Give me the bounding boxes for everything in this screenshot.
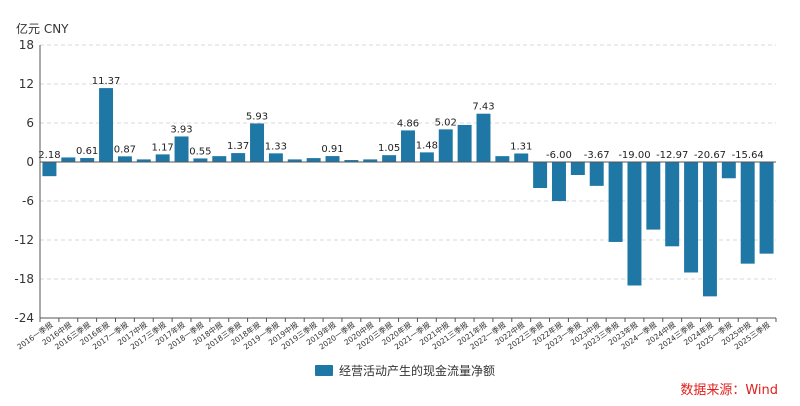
bar [551,162,566,201]
bar [570,162,585,175]
data-label: 2.18 [38,150,60,161]
data-label: 0.55 [189,146,211,157]
bar [174,136,189,162]
bar [80,158,95,162]
data-label: 0.91 [321,144,343,155]
bar [589,162,604,186]
bar [99,88,114,162]
bar [702,162,717,297]
source-label: 数据来源：Wind [680,383,778,398]
bar [212,156,227,162]
bar [268,153,283,162]
data-label: 1.33 [265,141,287,152]
data-label: 3.93 [170,124,192,135]
data-label: -15.64 [732,150,764,161]
y-tick-label: 12 [19,77,34,91]
data-label: 11.37 [92,76,121,87]
bar [250,123,265,162]
y-tick-label: 6 [26,116,34,130]
x-axis-ticks: 2016一季报2016中报2016三季报2016年报2017一季报2017中报2… [15,319,772,351]
data-label: 5.93 [246,111,268,122]
bar [287,159,302,162]
y-tick-label: 18 [19,38,34,52]
data-label: 1.37 [227,141,249,152]
data-label: 5.02 [435,117,457,128]
y-tick-label: -6 [22,194,34,208]
bar [665,162,680,247]
data-label: -12.97 [656,150,688,161]
bar [476,113,491,162]
data-label: 4.86 [397,118,419,129]
data-label: 0.61 [76,146,98,157]
bar [457,124,472,162]
data-label: 1.31 [510,141,532,152]
bar [193,158,208,162]
bar [42,162,57,177]
bar [684,162,699,273]
bar [759,162,774,254]
y-tick-label: -24 [14,311,34,325]
bar [533,162,548,188]
y-tick-label: 0 [26,155,34,169]
data-label: -19.00 [618,150,650,161]
y-tick-label: -18 [14,272,34,286]
bar [419,152,434,162]
bar [155,154,170,162]
data-label: 7.43 [472,102,494,113]
bar [721,162,736,179]
data-label: -20.67 [694,150,726,161]
bar [495,156,510,162]
y-tick-label: -12 [14,233,34,247]
data-label: 0.87 [114,144,136,155]
bar [117,156,132,162]
data-label: -6.00 [546,150,572,161]
bar [61,157,76,162]
legend-swatch [315,365,333,376]
bar [646,162,661,230]
bar [382,155,397,162]
data-label: -3.67 [584,150,610,161]
bar [231,153,246,162]
bar [136,159,151,162]
bar [514,153,529,162]
data-labels: 2.18 0.61 11.37 0.87 1.17 3.93 0.55 1.37 5.93 1.3… [38,76,764,161]
bar [627,162,642,286]
bar [438,129,453,162]
legend-label: 经营活动产生的现金流量净额 [339,364,496,378]
y-axis-ticks: -24 -18 -12 -6 0 6 12 18 [14,38,34,325]
bar [344,160,359,162]
unit-label: 亿元 CNY [16,22,69,36]
bar [740,162,755,264]
bars [42,88,774,297]
bar [608,162,623,242]
data-label: 1.48 [416,140,438,151]
data-label: 1.17 [152,142,174,153]
legend: 经营活动产生的现金流量净额 [315,362,495,379]
bar [306,158,321,162]
axes [39,45,777,322]
data-label: 1.05 [378,143,400,154]
bar [401,130,415,162]
bar [325,156,340,162]
bar [363,159,378,162]
